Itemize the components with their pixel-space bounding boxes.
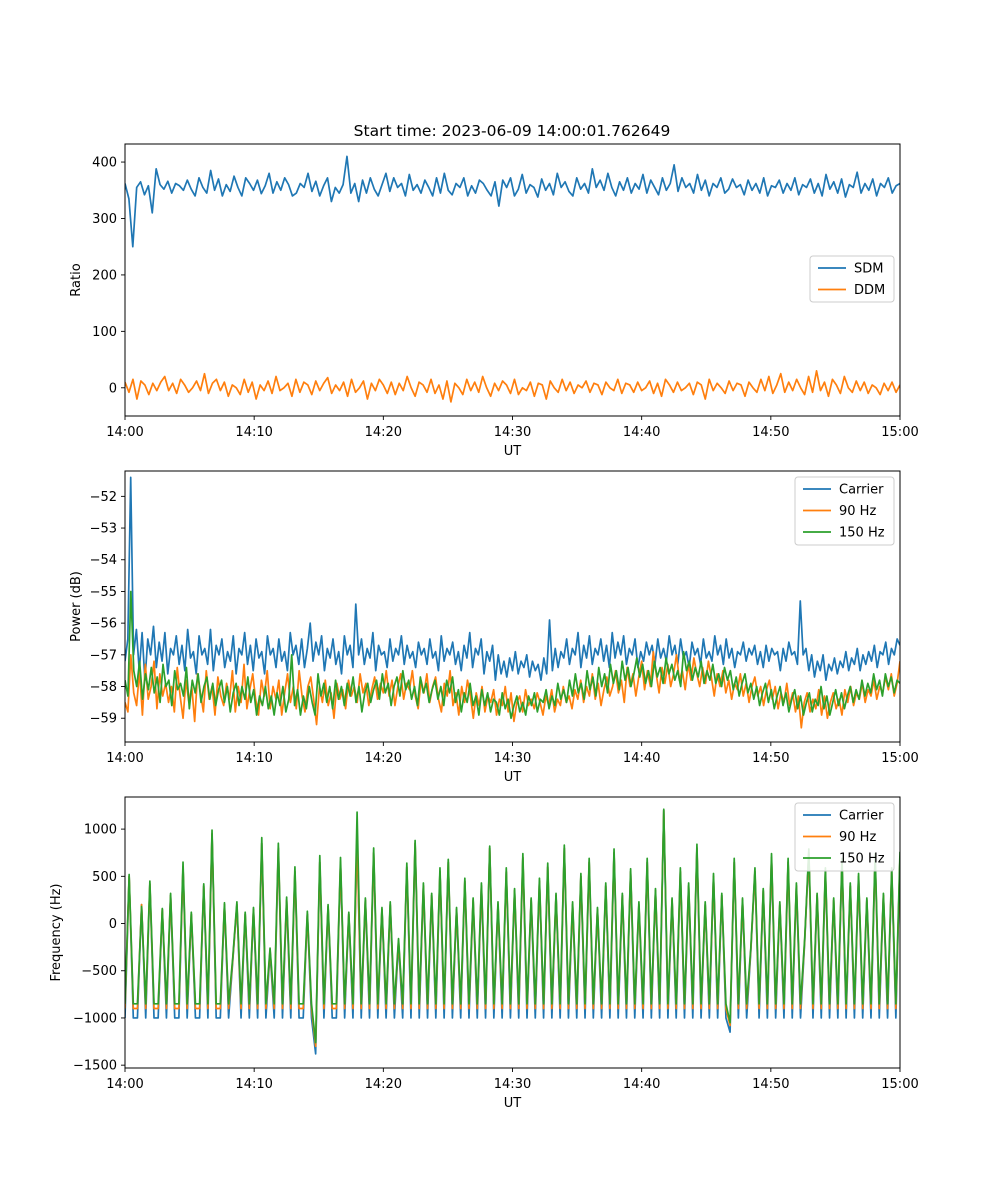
frequency-y-tick-label: 1000 bbox=[84, 823, 117, 838]
power-chart: 14:00 14:10 14:20 14:30 14:40 14:50 15:00 −59 −5… bbox=[69, 470, 919, 785]
frequency-y-tick-label: 0 bbox=[109, 917, 117, 932]
ratio-y-tick-label: 400 bbox=[92, 156, 117, 171]
frequency-legend-box bbox=[794, 802, 895, 872]
power-legend-entry-150-hz: 150 Hz bbox=[839, 526, 885, 541]
frequency-y-tick-label: −1500 bbox=[73, 1059, 117, 1074]
power-y-tick-label: −52 bbox=[90, 490, 117, 505]
ratio-x-tick-label: 14:50 bbox=[752, 425, 789, 440]
figure-title: Start time: 2023-06-09 14:00:01.762649 bbox=[354, 122, 671, 140]
power-series-150-hz-line bbox=[125, 590, 900, 720]
ratio-x-axis-label: UT bbox=[504, 444, 522, 459]
power-y-tick-label: −55 bbox=[90, 585, 117, 600]
frequency-x-tick-label: 15:00 bbox=[881, 1077, 918, 1092]
frequency-legend-entry-150-hz: 150 Hz bbox=[839, 852, 885, 867]
frequency-x-tick-label: 14:50 bbox=[752, 1077, 789, 1092]
power-legend-box bbox=[794, 476, 895, 546]
ratio-x-tick-label: 14:10 bbox=[235, 425, 272, 440]
power-y-tick-label: −54 bbox=[90, 553, 117, 568]
ratio-x-tick-label: 14:40 bbox=[623, 425, 660, 440]
power-x-tick-label: 15:00 bbox=[881, 751, 918, 766]
power-x-tick-label: 14:20 bbox=[365, 751, 402, 766]
frequency-legend-entry-90-hz: 90 Hz bbox=[839, 830, 876, 845]
frequency-x-axis-label: UT bbox=[504, 1096, 522, 1111]
power-y-axis-label: Power (dB) bbox=[69, 571, 84, 642]
ratio-x-tick-label: 15:00 bbox=[881, 425, 918, 440]
ratio-legend-entry-sdm: SDM bbox=[854, 262, 883, 277]
power-y-tick-label: −58 bbox=[90, 680, 117, 695]
frequency-x-tick-label: 14:30 bbox=[494, 1077, 531, 1092]
frequency-x-tick-label: 14:10 bbox=[235, 1077, 272, 1092]
frequency-legend: Carrier 90 Hz 150 Hz bbox=[794, 802, 895, 872]
power-x-tick-label: 14:50 bbox=[752, 751, 789, 766]
power-legend-entry-90-hz: 90 Hz bbox=[839, 504, 876, 519]
power-x-tick-label: 14:30 bbox=[494, 751, 531, 766]
ratio-y-tick-label: 0 bbox=[109, 381, 117, 396]
ratio-series-sdm-line bbox=[125, 155, 900, 248]
ratio-series-ddm-line bbox=[125, 370, 900, 403]
power-legend-entry-carrier: Carrier bbox=[839, 483, 884, 498]
ratio-x-tick-label: 14:20 bbox=[365, 425, 402, 440]
power-series-carrier-line bbox=[125, 476, 900, 682]
frequency-x-tick-label: 14:40 bbox=[623, 1077, 660, 1092]
frequency-chart: 14:00 14:10 14:20 14:30 14:40 14:50 15:00 −1500… bbox=[49, 796, 919, 1111]
frequency-y-tick-label: −500 bbox=[81, 964, 117, 979]
ratio-y-axis-label: Ratio bbox=[69, 263, 84, 296]
frequency-x-tick-label: 14:00 bbox=[106, 1077, 143, 1092]
power-x-axis-label: UT bbox=[504, 770, 522, 785]
frequency-y-tick-label: 500 bbox=[92, 870, 117, 885]
power-y-tick-label: −56 bbox=[90, 617, 117, 632]
power-y-tick-label: −59 bbox=[90, 712, 117, 727]
frequency-legend-entry-carrier: Carrier bbox=[839, 809, 884, 824]
power-legend: Carrier 90 Hz 150 Hz bbox=[794, 476, 895, 546]
ratio-y-tick-label: 200 bbox=[92, 268, 117, 283]
ratio-x-tick-label: 14:30 bbox=[494, 425, 531, 440]
power-x-tick-label: 14:10 bbox=[235, 751, 272, 766]
power-x-tick-label: 14:00 bbox=[106, 751, 143, 766]
frequency-y-axis-label: Frequency (Hz) bbox=[49, 883, 64, 981]
ratio-legend: SDM DDM bbox=[809, 255, 895, 303]
frequency-x-tick-label: 14:20 bbox=[365, 1077, 402, 1092]
ratio-y-tick-label: 300 bbox=[92, 212, 117, 227]
ratio-chart: 14:00 14:10 14:20 14:30 14:40 14:50 15:00 0 100 2… bbox=[69, 143, 919, 459]
ratio-y-tick-label: 100 bbox=[92, 325, 117, 340]
ratio-legend-entry-ddm: DDM bbox=[854, 283, 885, 298]
power-x-tick-label: 14:40 bbox=[623, 751, 660, 766]
ratio-x-tick-label: 14:00 bbox=[106, 425, 143, 440]
power-y-tick-label: −53 bbox=[90, 522, 117, 537]
power-y-tick-label: −57 bbox=[90, 648, 117, 663]
frequency-y-tick-label: −1000 bbox=[73, 1011, 117, 1026]
frequency-series-150-hz-line bbox=[125, 808, 900, 1044]
